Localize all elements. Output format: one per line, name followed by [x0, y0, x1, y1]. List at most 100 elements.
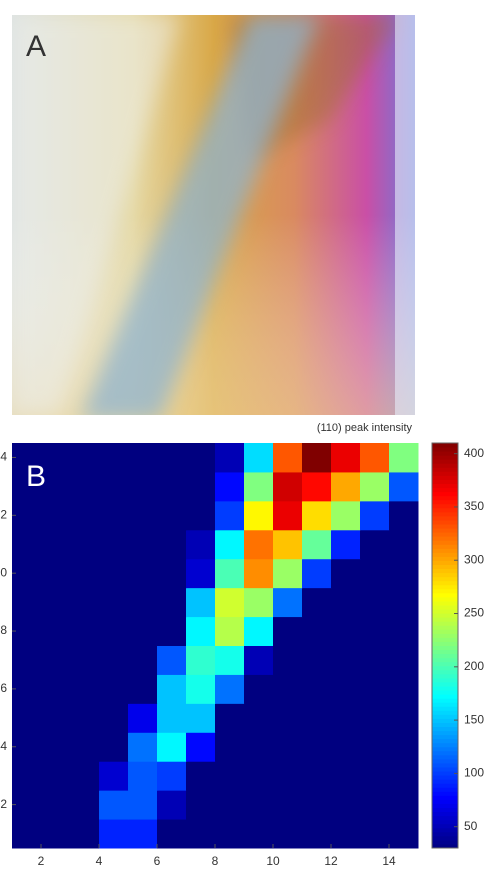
heat-cell — [99, 616, 129, 646]
heat-cell — [99, 558, 129, 589]
heat-cell — [360, 732, 390, 762]
heat-cell — [99, 819, 129, 849]
panel-label: B — [26, 460, 46, 493]
heat-cell — [41, 443, 71, 473]
heat-cell — [215, 529, 245, 560]
heat-cell — [41, 819, 71, 849]
colorbar-swatch — [432, 819, 458, 825]
heat-cell — [389, 674, 419, 704]
heat-cell — [41, 471, 71, 502]
heat-cell — [331, 500, 361, 531]
heat-cell — [186, 732, 216, 762]
heat-cell — [128, 500, 158, 531]
colorbar-swatch — [432, 673, 458, 679]
x-tick-label: 12 — [324, 854, 338, 868]
heat-cell — [360, 674, 390, 704]
heat-cell — [302, 761, 332, 791]
heat-cell — [41, 790, 71, 820]
heat-cell — [302, 674, 332, 704]
heat-cell — [12, 587, 42, 618]
heat-cell — [186, 703, 216, 733]
heat-cell — [70, 703, 100, 733]
heat-cell — [331, 674, 361, 704]
colorbar-swatch — [432, 455, 458, 460]
heat-cell — [128, 819, 158, 849]
heat-cell — [389, 500, 419, 531]
heat-cell — [128, 703, 158, 733]
heat-cell — [215, 587, 245, 618]
heat-cell — [302, 790, 332, 820]
heat-cell — [331, 587, 361, 618]
colorbar-swatch — [432, 677, 458, 683]
heat-cell — [244, 703, 274, 733]
colorbar-swatch — [432, 637, 458, 642]
colorbar-swatch — [432, 443, 458, 448]
heat-cell — [41, 732, 71, 762]
heat-cell — [302, 616, 332, 646]
heat-cell — [215, 443, 245, 473]
panel-label: A — [26, 30, 46, 63]
colorbar-swatch — [432, 661, 458, 667]
heat-cell — [215, 674, 245, 704]
colorbar-swatch — [432, 451, 458, 456]
heat-cell — [99, 761, 129, 791]
heat-cell — [157, 645, 187, 675]
heatmap — [12, 443, 419, 849]
x-tick-label: 4 — [96, 854, 103, 868]
heat-cell — [157, 529, 187, 560]
colorbar-swatch — [432, 681, 458, 687]
heat-cell — [273, 500, 303, 531]
heat-cell — [186, 790, 216, 820]
heat-cell — [186, 761, 216, 791]
x-tick-label: 8 — [212, 854, 219, 868]
colorbar-swatch — [432, 815, 458, 821]
heat-cell — [186, 558, 216, 589]
heat-cell — [186, 645, 216, 675]
heat-cell — [302, 471, 332, 502]
colorbar-swatch — [432, 503, 458, 509]
colorbar-swatch — [432, 511, 458, 517]
heat-cell — [41, 529, 71, 560]
heat-cell — [99, 587, 129, 618]
colorbar-tick-label: 350 — [464, 499, 484, 513]
colorbar-swatch — [432, 495, 458, 501]
y-tick-label: 6 — [0, 681, 7, 695]
heat-cell — [12, 790, 42, 820]
colorbar-tick-label: 100 — [464, 766, 484, 780]
heat-cell — [157, 500, 187, 531]
heat-cell — [215, 471, 245, 502]
colorbar-swatch — [432, 795, 458, 800]
heat-cell — [215, 819, 245, 849]
heat-cell — [215, 703, 245, 733]
heat-cell — [157, 703, 187, 733]
heat-cell — [157, 443, 187, 473]
colorbar-swatch — [432, 560, 458, 565]
colorbar-swatch — [432, 564, 458, 570]
heat-cell — [331, 558, 361, 589]
colorbar-swatch — [432, 657, 458, 663]
heat-cell — [70, 529, 100, 560]
heat-cell — [215, 616, 245, 646]
colorbar-tick-label: 150 — [464, 712, 484, 726]
heat-cell — [389, 732, 419, 762]
heat-cell — [244, 616, 274, 646]
heat-cell — [99, 732, 129, 762]
colorbar-swatch — [432, 835, 458, 841]
heat-cell — [12, 674, 42, 704]
heat-cell — [12, 819, 42, 849]
heat-cell — [99, 500, 129, 531]
colorbar-swatch — [432, 807, 458, 813]
heat-cell — [128, 790, 158, 820]
colorbar-swatch — [432, 463, 458, 468]
colorbar-swatch — [432, 714, 458, 719]
colorbar-swatch — [432, 827, 458, 833]
heat-cell — [157, 616, 187, 646]
y-tick-label: 12 — [0, 507, 7, 521]
heat-cell — [389, 819, 419, 849]
heat-cell — [244, 471, 274, 502]
heat-cell — [12, 645, 42, 675]
colorbar-title: (110) peak intensity — [317, 422, 413, 434]
colorbar-swatch — [432, 572, 458, 578]
colorbar-swatch — [432, 791, 458, 796]
heat-cell — [41, 500, 71, 531]
